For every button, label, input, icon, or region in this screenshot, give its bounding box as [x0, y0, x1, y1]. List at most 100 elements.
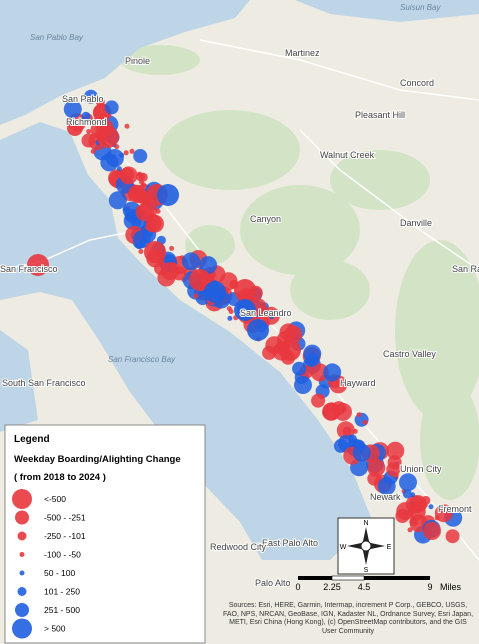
station-dot — [100, 153, 119, 172]
station-dot — [129, 148, 135, 154]
place-label: Canyon — [250, 214, 281, 224]
station-dot — [226, 306, 232, 312]
scale-unit: Miles — [440, 582, 462, 592]
station-dot — [90, 148, 96, 154]
station-dot — [128, 184, 147, 203]
place-label: Castro Valley — [383, 349, 436, 359]
compass-center — [360, 540, 372, 552]
station-dot — [331, 401, 346, 416]
place-labels: San Pablo Richmond Pinole Martinez Conco… — [0, 47, 479, 589]
place-label: Hayward — [340, 378, 376, 388]
station-dot — [219, 272, 238, 291]
scale-label: 4.5 — [358, 582, 371, 592]
place-label: Palo Alto — [255, 578, 291, 588]
station-dot — [399, 473, 417, 492]
station-dot — [310, 363, 329, 382]
hills — [120, 45, 479, 500]
station-dot — [377, 477, 396, 496]
station-dot — [193, 293, 199, 299]
station-dot — [352, 428, 358, 434]
station-dot — [294, 376, 312, 394]
station-dot — [189, 269, 211, 291]
station-dot — [199, 256, 218, 275]
place-label: Richmond — [66, 117, 107, 127]
station-dot — [422, 502, 428, 508]
station-dot — [362, 419, 368, 425]
legend-label: -250 - -101 — [44, 531, 86, 541]
station-dot — [445, 529, 460, 544]
station-dot — [279, 339, 301, 361]
station-dot — [123, 150, 129, 156]
station-dot — [155, 208, 161, 214]
legend-symbol — [12, 489, 32, 509]
station-dot — [227, 315, 233, 321]
station-dot — [63, 100, 82, 119]
station-dot — [135, 203, 154, 222]
station-dot — [133, 149, 148, 163]
legend-symbol — [19, 570, 25, 576]
stations — [27, 89, 463, 544]
legend-symbol — [17, 587, 27, 596]
legend-label: <-500 — [44, 494, 66, 504]
station-dot — [169, 245, 175, 251]
water — [0, 0, 479, 560]
station-dot — [67, 120, 83, 136]
water-label: San Francisco Bay — [108, 355, 176, 364]
station-dot — [396, 502, 415, 521]
station-dot — [428, 504, 434, 510]
station-dot — [247, 319, 269, 341]
legend-label: 251 - 500 — [44, 605, 80, 615]
place-label: San Leandro — [240, 308, 292, 318]
station-dot — [304, 352, 319, 367]
station-dot — [116, 166, 122, 172]
station-dot — [138, 249, 144, 254]
station-dot — [182, 252, 200, 271]
legend-subtitle: Weekday Boarding/Alighting Change — [14, 454, 181, 465]
station-dot — [108, 191, 127, 210]
place-label: South San Francisco — [2, 378, 86, 388]
station-dot — [157, 184, 179, 206]
station-dot — [342, 426, 352, 436]
station-dot — [81, 111, 91, 121]
legend-label: 50 - 100 — [44, 568, 75, 578]
station-dot — [204, 281, 226, 303]
legend-label: 101 - 250 — [44, 587, 80, 597]
compass-s: S — [364, 567, 369, 574]
scale-bar: 0 2.25 4.5 9 Miles — [295, 575, 462, 592]
station-dot — [132, 230, 151, 249]
attribution: Sources: Esri, HERE, Garmin, Intermap, i… — [222, 602, 474, 635]
station-dot — [356, 412, 362, 418]
station-dot — [292, 361, 307, 376]
place-label: San Pablo — [62, 94, 104, 104]
station-dot — [124, 208, 139, 223]
compass-n: N — [363, 520, 368, 527]
legend-title: Legend — [14, 434, 50, 445]
station-dot — [86, 129, 92, 134]
station-dot — [386, 441, 405, 460]
station-dot — [284, 325, 303, 344]
place-label: San Francisco — [0, 264, 58, 274]
place-label: Union City — [400, 464, 442, 474]
compass-e: E — [387, 544, 392, 551]
station-dot — [341, 407, 347, 412]
station-dot — [122, 206, 128, 212]
legend-period: ( from 2018 to 2024 ) — [14, 472, 106, 483]
place-label: San Ramon — [452, 264, 479, 274]
place-label: Redwood City — [210, 542, 267, 552]
station-dot — [234, 279, 256, 301]
station-dot — [265, 336, 284, 355]
place-label: Walnut Creek — [320, 150, 375, 160]
station-dot — [89, 118, 95, 124]
legend-symbol — [15, 603, 29, 617]
station-dot — [407, 527, 413, 533]
station-dot — [27, 254, 49, 276]
station-dot — [393, 472, 399, 478]
station-dot — [269, 314, 274, 320]
legend-symbol — [17, 531, 27, 541]
station-dot — [367, 458, 386, 477]
station-dot — [104, 100, 119, 115]
station-dot — [97, 126, 119, 148]
station-dot — [124, 123, 130, 129]
